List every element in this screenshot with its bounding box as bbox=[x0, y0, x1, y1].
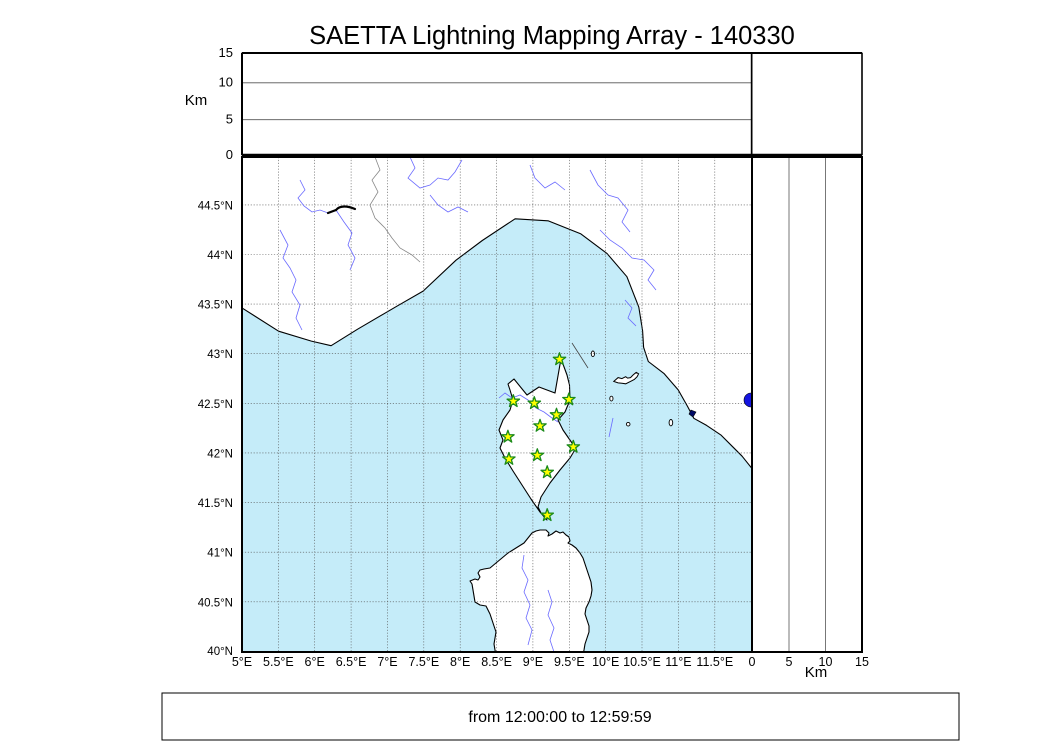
svg-text:44°N: 44°N bbox=[207, 250, 233, 262]
svg-text:5: 5 bbox=[786, 655, 793, 669]
svg-text:8°E: 8°E bbox=[450, 655, 470, 669]
svg-text:9.5°E: 9.5°E bbox=[554, 655, 585, 669]
svg-text:41.5°N: 41.5°N bbox=[198, 498, 233, 510]
svg-text:Km: Km bbox=[185, 92, 208, 109]
svg-text:7.5°E: 7.5°E bbox=[408, 655, 439, 669]
svg-text:from 12:00:00 to 12:59:59: from 12:00:00 to 12:59:59 bbox=[468, 709, 651, 726]
svg-text:11.5°E: 11.5°E bbox=[696, 655, 733, 669]
svg-text:10°E: 10°E bbox=[592, 655, 619, 669]
svg-text:5: 5 bbox=[226, 112, 233, 127]
svg-text:6°E: 6°E bbox=[305, 655, 325, 669]
svg-text:43.5°N: 43.5°N bbox=[198, 300, 233, 312]
svg-text:5.5°E: 5.5°E bbox=[263, 655, 294, 669]
svg-text:SAETTA Lightning Mapping Array: SAETTA Lightning Mapping Array - 140330 bbox=[309, 22, 795, 50]
svg-text:6.5°E: 6.5°E bbox=[336, 655, 367, 669]
svg-text:10.5°E: 10.5°E bbox=[623, 655, 661, 669]
svg-text:42°N: 42°N bbox=[207, 448, 233, 460]
svg-text:5°E: 5°E bbox=[232, 655, 252, 669]
svg-text:41°N: 41°N bbox=[207, 548, 233, 560]
svg-text:9°E: 9°E bbox=[523, 655, 543, 669]
svg-text:11°E: 11°E bbox=[665, 655, 691, 669]
svg-text:0: 0 bbox=[226, 147, 233, 162]
svg-text:10: 10 bbox=[219, 75, 233, 90]
svg-text:42.5°N: 42.5°N bbox=[198, 399, 233, 411]
svg-text:43°N: 43°N bbox=[207, 349, 233, 361]
svg-text:15: 15 bbox=[855, 655, 869, 669]
svg-text:15: 15 bbox=[219, 45, 233, 60]
svg-text:40°N: 40°N bbox=[207, 646, 233, 658]
svg-text:44.5°N: 44.5°N bbox=[198, 200, 233, 212]
svg-text:8.5°E: 8.5°E bbox=[481, 655, 512, 669]
svg-text:Km: Km bbox=[805, 664, 828, 681]
svg-text:0: 0 bbox=[749, 655, 756, 669]
svg-text:40.5°N: 40.5°N bbox=[198, 597, 233, 609]
svg-text:7°E: 7°E bbox=[377, 655, 397, 669]
